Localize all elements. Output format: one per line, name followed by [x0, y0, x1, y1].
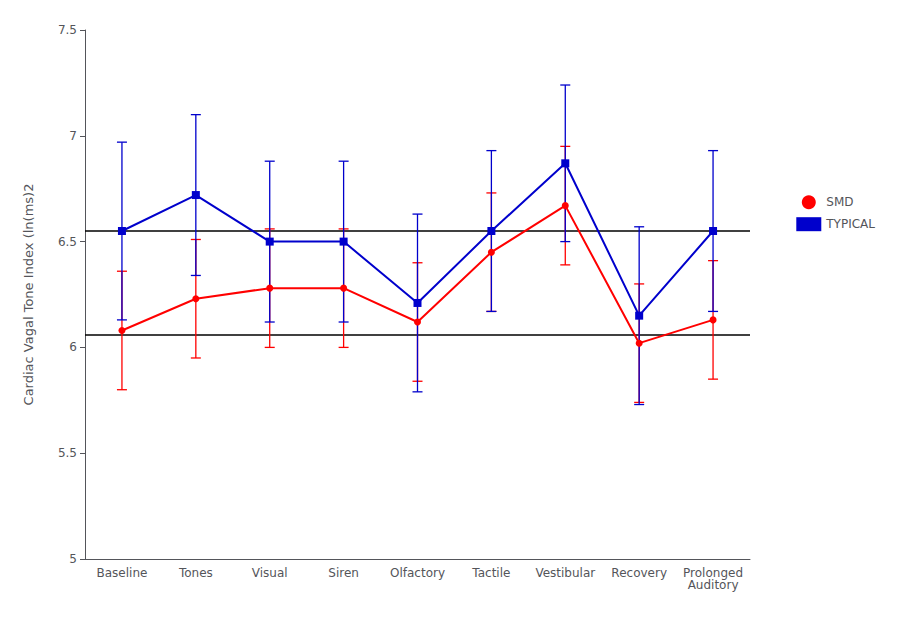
- svg-text:5.5: 5.5: [58, 446, 77, 460]
- svg-text:Auditory: Auditory: [688, 578, 739, 592]
- svg-text:Prolonged: Prolonged: [683, 566, 743, 580]
- svg-text:SMD: SMD: [826, 195, 853, 209]
- svg-text:Tactile: Tactile: [471, 566, 510, 580]
- svg-text:TYPICAL: TYPICAL: [825, 217, 875, 231]
- svg-text:Visual: Visual: [252, 566, 288, 580]
- svg-text:7: 7: [69, 129, 77, 143]
- svg-text:5: 5: [69, 552, 77, 566]
- svg-text:Recovery: Recovery: [611, 566, 667, 580]
- svg-text:6: 6: [69, 340, 77, 354]
- svg-text:Vestibular: Vestibular: [535, 566, 595, 580]
- svg-text:6.5: 6.5: [58, 235, 77, 249]
- svg-text:7.5: 7.5: [58, 23, 77, 37]
- svg-text:Olfactory: Olfactory: [390, 566, 445, 580]
- svg-text:Cardiac Vagal Tone Index (ln(m: Cardiac Vagal Tone Index (ln(ms)2: [21, 184, 36, 406]
- svg-text:Tones: Tones: [178, 566, 213, 580]
- svg-text:Baseline: Baseline: [96, 566, 147, 580]
- svg-text:Siren: Siren: [328, 566, 359, 580]
